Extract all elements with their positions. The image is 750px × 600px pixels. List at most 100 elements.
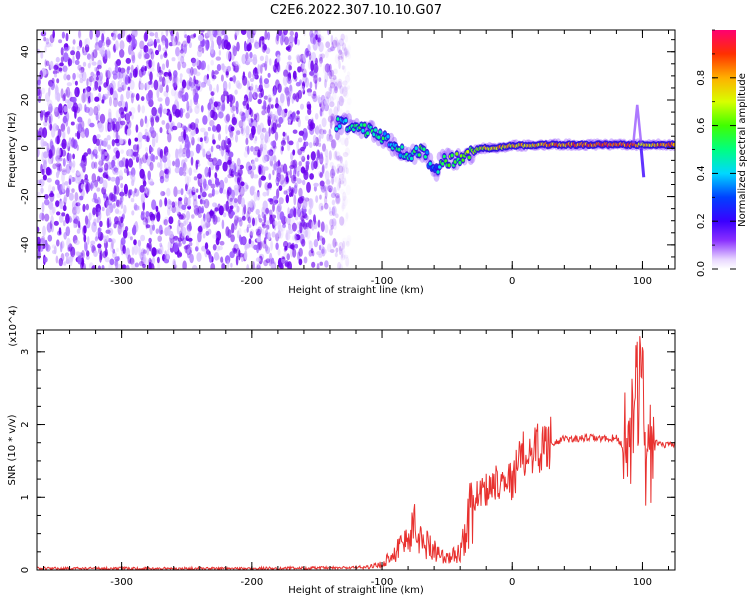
- noise-speck: [164, 197, 168, 207]
- noise-speck: [153, 38, 157, 49]
- noise-speck: [225, 113, 231, 123]
- noise-speck: [190, 156, 194, 166]
- noise-speck: [313, 72, 318, 79]
- noise-speck: [296, 177, 302, 185]
- noise-speck: [93, 192, 98, 201]
- noise-speck: [313, 74, 318, 84]
- noise-speck: [104, 251, 108, 256]
- noise-speck: [94, 179, 99, 188]
- noise-speck: [48, 113, 53, 125]
- noise-speck: [215, 177, 220, 188]
- noise-speck: [40, 138, 45, 148]
- noise-speck: [132, 38, 138, 48]
- noise-speck: [208, 166, 211, 178]
- noise-speck: [328, 188, 332, 193]
- noise-speck: [228, 186, 232, 193]
- noise-speck: [168, 200, 173, 205]
- noise-speck: [149, 126, 155, 134]
- noise-speck: [255, 208, 260, 215]
- noise-speck: [45, 92, 50, 102]
- noise-speck: [60, 88, 64, 99]
- noise-speck: [263, 95, 269, 100]
- noise-speck: [207, 126, 211, 132]
- noise-speck: [157, 162, 161, 168]
- noise-speck: [129, 236, 133, 241]
- noise-speck: [188, 241, 193, 247]
- noise-speck: [67, 244, 71, 252]
- noise-speck: [157, 62, 160, 74]
- noise-speck: [109, 258, 115, 266]
- noise-speck: [123, 106, 127, 112]
- noise-speck: [300, 85, 305, 93]
- noise-speck: [253, 113, 257, 121]
- noise-speck: [65, 187, 70, 198]
- signal-core: [414, 146, 418, 150]
- noise-speck: [104, 121, 109, 133]
- noise-speck: [333, 68, 338, 75]
- noise-speck: [151, 219, 155, 225]
- noise-speck: [327, 30, 331, 36]
- noise-speck: [148, 237, 152, 243]
- noise-speck: [190, 82, 195, 88]
- noise-speck: [305, 50, 312, 57]
- noise-speck: [55, 200, 60, 208]
- noise-speck: [275, 242, 279, 250]
- noise-speck: [299, 222, 303, 234]
- noise-speck: [118, 160, 125, 168]
- noise-speck: [151, 59, 155, 69]
- noise-speck: [182, 260, 187, 269]
- noise-speck: [318, 202, 324, 212]
- noise-speck: [278, 185, 283, 192]
- noise-speck: [186, 35, 191, 44]
- noise-speck: [154, 31, 159, 39]
- noise-speck: [272, 195, 278, 206]
- noise-speck: [280, 93, 284, 104]
- noise-speck: [48, 103, 53, 114]
- colorbar-tick-label: 0.6: [696, 118, 707, 134]
- noise-speck: [115, 109, 122, 120]
- noise-speck: [65, 163, 71, 174]
- noise-speck: [291, 111, 297, 122]
- noise-speck: [133, 204, 140, 211]
- noise-speck: [329, 228, 333, 236]
- noise-speck: [45, 60, 50, 67]
- noise-speck: [249, 132, 254, 141]
- noise-speck: [119, 77, 122, 83]
- noise-speck: [340, 137, 346, 146]
- noise-speck: [267, 149, 273, 156]
- noise-speck: [331, 176, 334, 185]
- noise-speck: [89, 30, 93, 40]
- noise-speck: [269, 198, 274, 205]
- noise-speck: [145, 211, 150, 217]
- noise-speck: [321, 164, 325, 174]
- noise-speck: [134, 262, 139, 268]
- noise-speck: [344, 163, 348, 174]
- noise-speck: [101, 51, 106, 57]
- noise-speck: [295, 92, 300, 103]
- noise-speck: [255, 257, 261, 262]
- noise-speck: [294, 31, 299, 40]
- noise-speck: [184, 92, 189, 102]
- noise-speck: [61, 182, 65, 193]
- noise-speck: [129, 72, 133, 79]
- noise-speck: [39, 110, 44, 118]
- noise-speck: [44, 239, 48, 246]
- noise-speck: [207, 179, 212, 186]
- noise-speck: [111, 139, 115, 147]
- noise-speck: [157, 97, 163, 102]
- noise-speck: [42, 174, 48, 181]
- noise-speck: [306, 228, 311, 240]
- noise-speck: [296, 140, 300, 151]
- noise-speck: [72, 55, 75, 64]
- noise-speck: [148, 244, 152, 250]
- noise-speck: [74, 86, 80, 98]
- noise-speck: [50, 144, 56, 156]
- noise-speck: [257, 149, 261, 158]
- noise-field: [37, 30, 352, 269]
- noise-speck: [132, 151, 139, 157]
- noise-speck: [121, 222, 125, 233]
- noise-speck: [70, 163, 76, 174]
- noise-speck: [113, 130, 116, 139]
- noise-speck: [81, 250, 85, 259]
- noise-speck: [113, 202, 116, 209]
